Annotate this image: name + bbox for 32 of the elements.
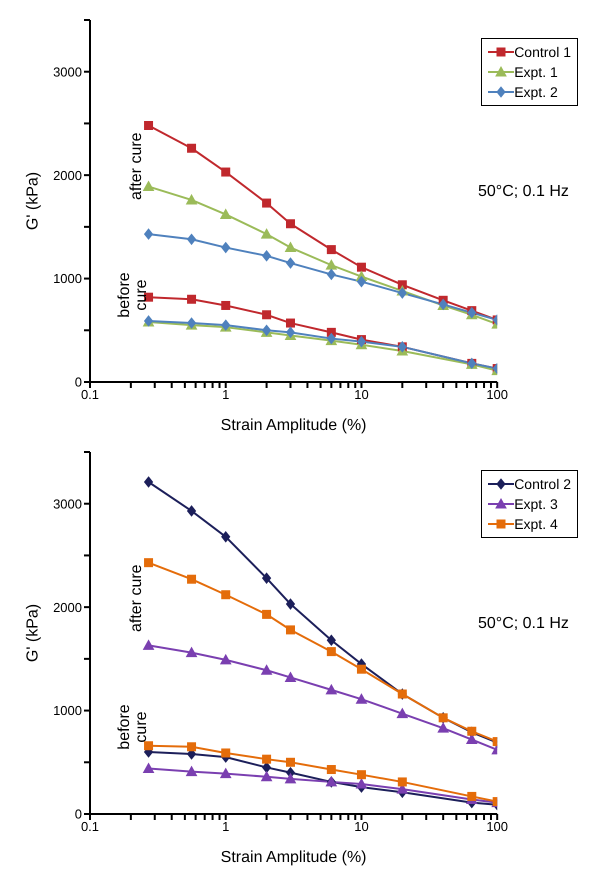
annotation: before cure: [116, 271, 150, 320]
annotation: after cure: [128, 564, 146, 632]
y-tick-label: 3000: [53, 496, 82, 512]
y-axis-title: G' (kPa): [24, 604, 42, 662]
legend-label: Expt. 4: [514, 516, 558, 532]
y-tick-label: 2000: [53, 168, 82, 183]
x-axis-title: Strain Amplitude (%): [220, 417, 367, 434]
y-tick-label: 3000: [53, 64, 82, 80]
annotation: after cure: [128, 132, 146, 200]
legend-label: Expt. 1: [514, 64, 558, 80]
y-axis-title: G' (kPa): [24, 172, 42, 230]
x-tick-label: 100: [486, 387, 508, 402]
y-tick-label: 0: [74, 374, 82, 390]
legend-label: Expt. 3: [514, 496, 558, 512]
annotation: 50°C; 0.1 Hz: [478, 183, 569, 201]
y-tick-label: 0: [74, 806, 82, 822]
y-tick-label: 1000: [53, 703, 82, 718]
x-tick-label: 1: [222, 387, 230, 402]
x-tick-label: 1: [222, 819, 230, 834]
legend-label: Control 1: [514, 44, 571, 60]
x-tick-label: 10: [354, 387, 369, 402]
x-tick-label: 100: [486, 819, 508, 834]
legend-label: Control 2: [514, 476, 571, 492]
x-axis-title: Strain Amplitude (%): [220, 849, 367, 866]
annotation: 50°C; 0.1 Hz: [478, 615, 569, 633]
annotation: before cure: [116, 703, 150, 752]
x-tick-label: 0.1: [80, 387, 100, 402]
y-tick-label: 1000: [53, 271, 82, 286]
y-tick-label: 2000: [53, 600, 82, 615]
x-tick-label: 0.1: [80, 819, 100, 834]
x-tick-label: 10: [354, 819, 369, 834]
legend-label: Expt. 2: [514, 84, 558, 100]
